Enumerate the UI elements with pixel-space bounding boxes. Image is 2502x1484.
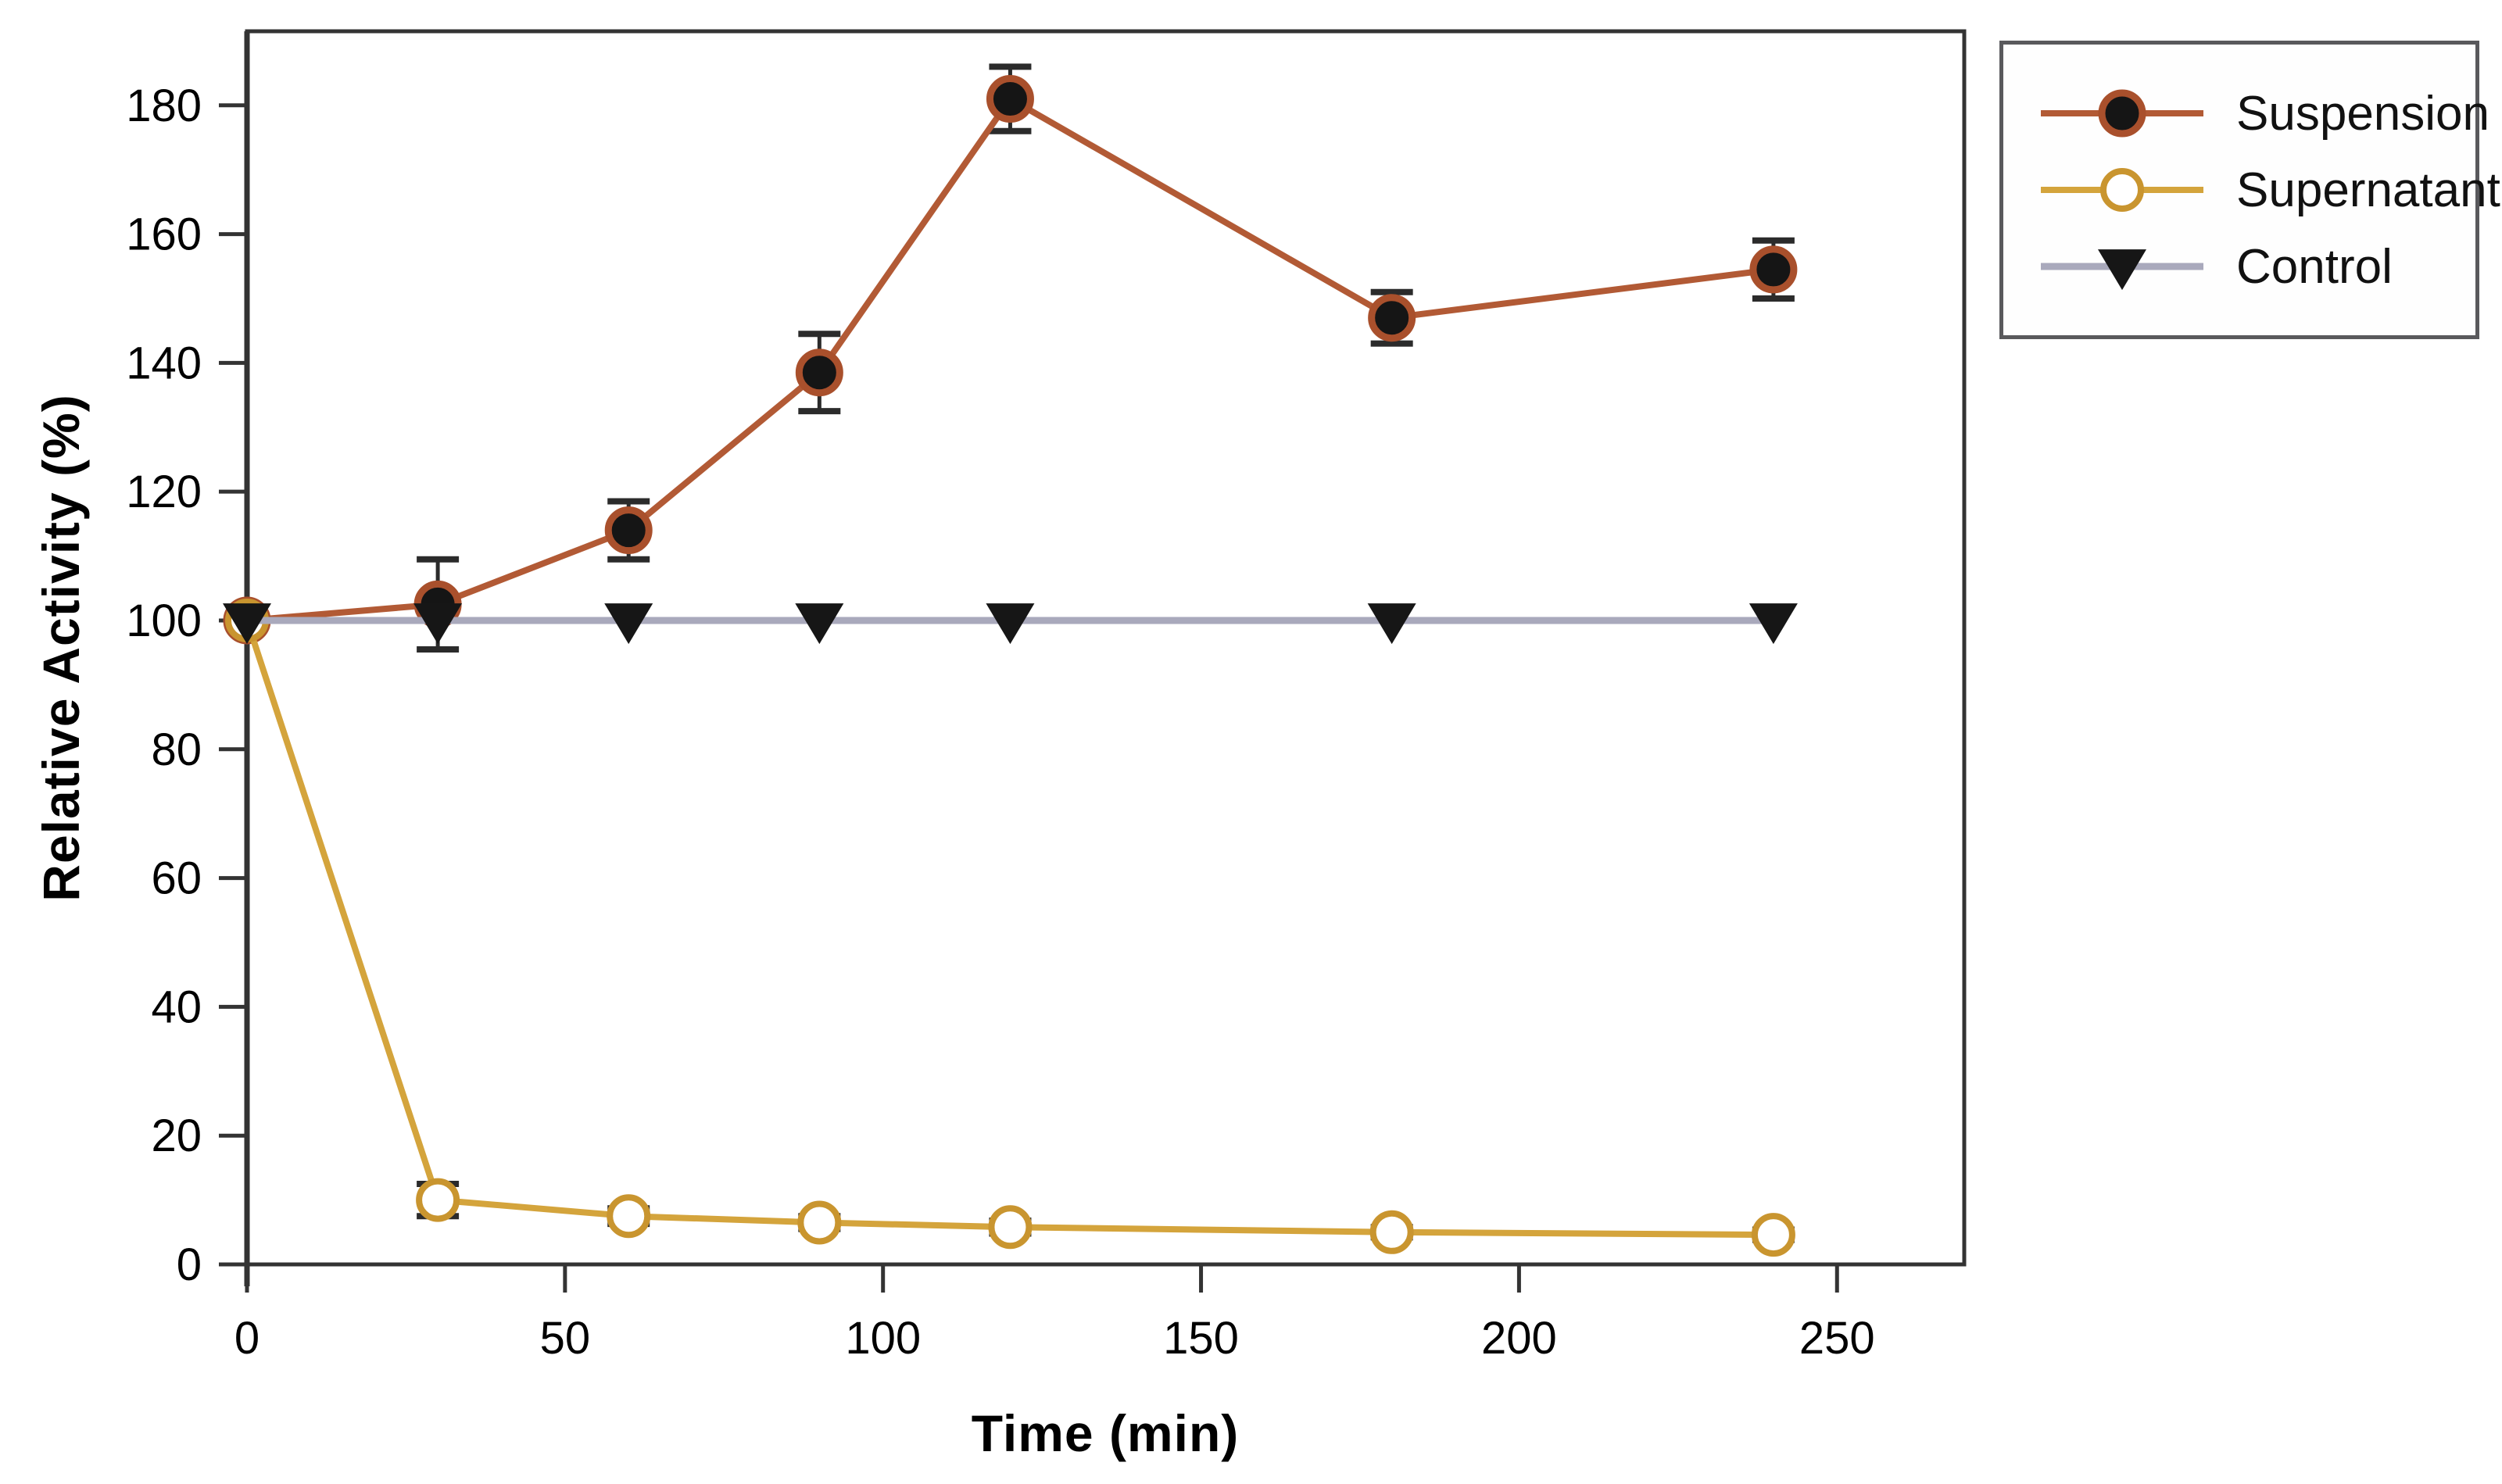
data-point-marker: [1368, 294, 1416, 342]
data-point-marker: [2098, 249, 2146, 291]
x-tick-label: 50: [540, 1313, 591, 1364]
legend-swatch-control: [2041, 249, 2203, 291]
data-point-marker: [2098, 89, 2146, 138]
data-point-marker: [607, 1194, 651, 1239]
legend-swatch-supernatant: [2041, 168, 2203, 212]
x-tick-label: 0: [234, 1313, 260, 1364]
series-control: [223, 603, 1798, 645]
x-axis-title: Time (min): [971, 1404, 1240, 1462]
data-point-marker: [795, 349, 843, 397]
data-point-marker: [1749, 245, 1798, 294]
y-tick-label: 160: [126, 209, 202, 260]
series-suspension: [223, 63, 1798, 653]
data-point-marker: [1367, 603, 1416, 645]
legend-item-control: Control: [2038, 234, 2475, 299]
data-point-marker: [1749, 603, 1798, 645]
y-tick-label: 0: [177, 1239, 202, 1290]
y-tick-label: 180: [126, 80, 202, 131]
y-axis-title: Relative Activity (%): [32, 394, 90, 902]
legend-label: Suspension: [2236, 86, 2490, 141]
legend-swatch-suspension: [2041, 89, 2203, 138]
x-tick-label: 100: [845, 1313, 921, 1364]
x-tick-label: 250: [1799, 1313, 1875, 1364]
data-point-marker: [2100, 168, 2144, 212]
data-point-marker: [1751, 1213, 1795, 1257]
legend-label: Supernatant: [2236, 163, 2500, 217]
data-point-marker: [795, 603, 844, 645]
data-point-marker: [223, 603, 271, 645]
legend-item-suspension: Suspension: [2038, 80, 2489, 146]
data-point-marker: [416, 1178, 460, 1222]
y-axis-ticks: 0 20 40 60 80 100 120 140 160 180: [126, 80, 247, 1290]
y-tick-label: 120: [126, 467, 202, 517]
y-tick-label: 80: [151, 724, 202, 775]
legend: Suspension Supernatant Control: [1999, 41, 2500, 339]
series-supernatant: [225, 598, 1795, 1257]
data-point-marker: [604, 506, 653, 555]
y-tick-label: 40: [151, 982, 202, 1032]
y-tick-label: 20: [151, 1110, 202, 1161]
data-point-marker: [604, 603, 653, 645]
data-point-marker: [988, 1205, 1033, 1250]
series-line: [244, 619, 1774, 1239]
x-tick-label: 150: [1163, 1313, 1239, 1364]
legend-item-supernatant: Supernatant: [2038, 157, 2500, 223]
series-line: [246, 95, 1774, 624]
y-tick-label: 100: [126, 595, 202, 646]
x-axis-ticks: 0 50 100 150 200 250: [234, 1264, 1875, 1364]
plot-frame: [244, 29, 1967, 1286]
data-point-marker: [986, 603, 1035, 645]
legend-label: Control: [2236, 239, 2393, 294]
y-tick-label: 60: [151, 853, 202, 904]
data-point-marker: [797, 1200, 842, 1245]
data-point-marker: [413, 603, 463, 645]
x-tick-label: 200: [1481, 1313, 1557, 1364]
data-point-marker: [986, 75, 1034, 123]
data-point-marker: [1369, 1210, 1414, 1254]
y-tick-label: 140: [126, 338, 202, 388]
